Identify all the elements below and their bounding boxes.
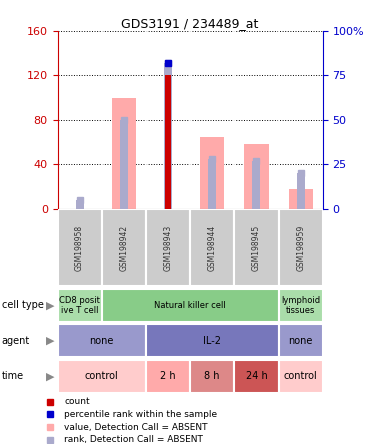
Bar — [58, 324, 146, 357]
Bar — [102, 209, 146, 286]
Text: 24 h: 24 h — [246, 371, 267, 381]
Bar — [58, 209, 102, 286]
Text: agent: agent — [2, 336, 30, 346]
Text: value, Detection Call = ABSENT: value, Detection Call = ABSENT — [65, 423, 208, 432]
Bar — [208, 159, 216, 209]
Text: Natural killer cell: Natural killer cell — [154, 301, 226, 310]
Bar — [190, 209, 234, 286]
Bar — [165, 75, 171, 209]
Bar — [253, 161, 260, 209]
Text: none: none — [289, 336, 313, 346]
Text: lymphoid
tissues: lymphoid tissues — [281, 296, 320, 315]
Bar — [146, 360, 190, 393]
Bar — [234, 360, 279, 393]
Bar — [146, 209, 190, 286]
Bar — [279, 289, 323, 322]
Text: none: none — [89, 336, 114, 346]
Text: GSM198958: GSM198958 — [75, 225, 84, 270]
Bar — [190, 360, 234, 393]
Text: time: time — [2, 371, 24, 381]
Text: GSM198942: GSM198942 — [119, 225, 128, 270]
Bar — [279, 209, 323, 286]
Bar — [164, 63, 172, 209]
Title: GDS3191 / 234489_at: GDS3191 / 234489_at — [121, 17, 259, 30]
Text: count: count — [65, 397, 90, 406]
Text: cell type: cell type — [2, 300, 44, 310]
Text: ▶: ▶ — [46, 300, 54, 310]
Bar — [58, 360, 146, 393]
Text: percentile rank within the sample: percentile rank within the sample — [65, 410, 217, 419]
Text: ▶: ▶ — [46, 336, 54, 346]
Bar — [244, 144, 269, 209]
Text: GSM198959: GSM198959 — [296, 224, 305, 271]
Text: GSM198943: GSM198943 — [164, 224, 173, 271]
Bar — [234, 209, 279, 286]
Bar — [297, 173, 305, 209]
Bar — [146, 324, 279, 357]
Bar — [58, 289, 102, 322]
Bar — [289, 189, 313, 209]
Bar — [200, 137, 224, 209]
Text: CD8 posit
ive T cell: CD8 posit ive T cell — [59, 296, 100, 315]
Bar — [76, 200, 83, 209]
Bar — [279, 324, 323, 357]
Text: IL-2: IL-2 — [203, 336, 221, 346]
Bar — [102, 289, 279, 322]
Text: control: control — [284, 371, 318, 381]
Text: 2 h: 2 h — [160, 371, 176, 381]
Text: GSM198945: GSM198945 — [252, 224, 261, 271]
Bar — [112, 98, 136, 209]
Text: control: control — [85, 371, 119, 381]
Text: 8 h: 8 h — [204, 371, 220, 381]
Text: GSM198944: GSM198944 — [208, 224, 217, 271]
Text: ▶: ▶ — [46, 371, 54, 381]
Text: rank, Detection Call = ABSENT: rank, Detection Call = ABSENT — [65, 435, 203, 444]
Bar — [120, 120, 128, 209]
Bar — [279, 360, 323, 393]
